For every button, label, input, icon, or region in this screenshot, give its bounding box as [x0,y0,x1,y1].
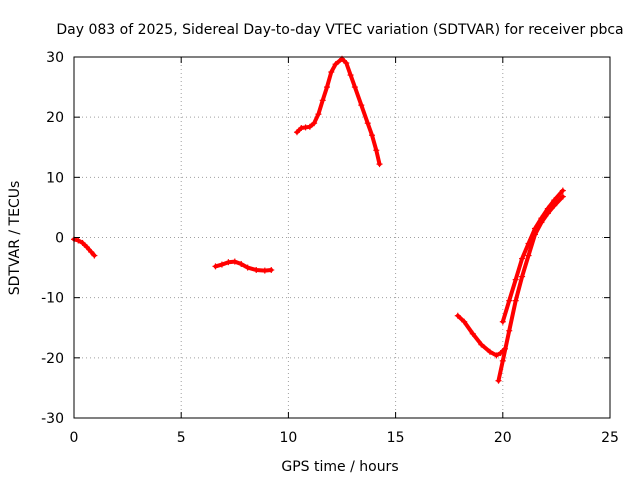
data-point [544,205,551,212]
y-tick-label: -10 [41,291,64,307]
y-axis-label: SDTVAR / TECUs [7,181,23,296]
data-point [328,69,335,76]
x-tick-label: 20 [494,430,512,446]
data-point [512,297,519,304]
x-tick-label: 15 [387,430,405,446]
data-point [519,255,526,262]
grid-lines [74,57,610,418]
x-tick-label: 25 [601,430,619,446]
data-point [332,61,339,68]
data-point [225,259,232,266]
data-point [454,312,461,319]
y-tick-label: 0 [55,231,64,247]
data-point [261,267,268,274]
data-point [306,123,313,130]
axes: 0 5 10 15 20 25 -30 -20 -10 0 10 20 30 [41,50,619,446]
data-point [493,352,500,359]
data-point [519,273,526,280]
data-point [376,161,383,168]
data-point [268,266,275,273]
data-point [559,193,566,200]
data-point [343,60,350,67]
data-point [293,129,300,136]
y-tick-label: -30 [41,411,64,427]
data-point [298,124,305,131]
data-point [512,276,519,283]
series-line [213,259,274,273]
data-point [75,237,82,244]
data-point [88,248,95,255]
data-point [347,72,354,79]
y-tick-label: -20 [41,351,64,367]
data-point [351,84,358,91]
data-point [244,264,251,271]
data-point [531,225,538,232]
data-point [538,215,545,222]
data-point [506,327,513,334]
data-point [478,341,485,348]
data-point [499,357,506,364]
data-point [358,102,365,109]
data-point [506,297,513,304]
x-axis-label: GPS time / hours [281,459,398,475]
data-point [525,240,532,247]
data-point [253,266,260,273]
data-point [486,348,493,355]
data-point [315,111,322,118]
data-point [559,187,566,194]
data-point [551,197,558,204]
chart-title: Day 083 of 2025, Sidereal Day-to-day VTE… [56,22,623,38]
data-point [212,263,219,270]
data-point [231,258,238,265]
data-point [79,239,86,246]
data-point [364,120,371,127]
data-series [71,55,566,384]
data-point [461,318,468,325]
data-point [469,330,476,337]
data-point [495,377,502,384]
data-point [373,147,380,154]
series-line [496,194,565,383]
data-point [83,244,90,251]
data-point [319,97,326,104]
y-tick-label: 10 [46,170,64,186]
x-tick-label: 5 [177,430,186,446]
x-tick-label: 10 [279,430,297,446]
x-tick-label: 0 [70,430,79,446]
data-point [369,132,376,139]
data-point [499,318,506,325]
y-tick-label: 20 [46,110,64,126]
data-point [302,124,309,131]
data-point [218,261,225,268]
data-point [238,260,245,267]
data-point [323,84,330,91]
data-point [525,252,532,259]
data-point [91,252,98,259]
y-tick-label: 30 [46,50,64,66]
data-point [311,120,318,127]
series-line [500,188,565,324]
series-line [295,56,382,167]
